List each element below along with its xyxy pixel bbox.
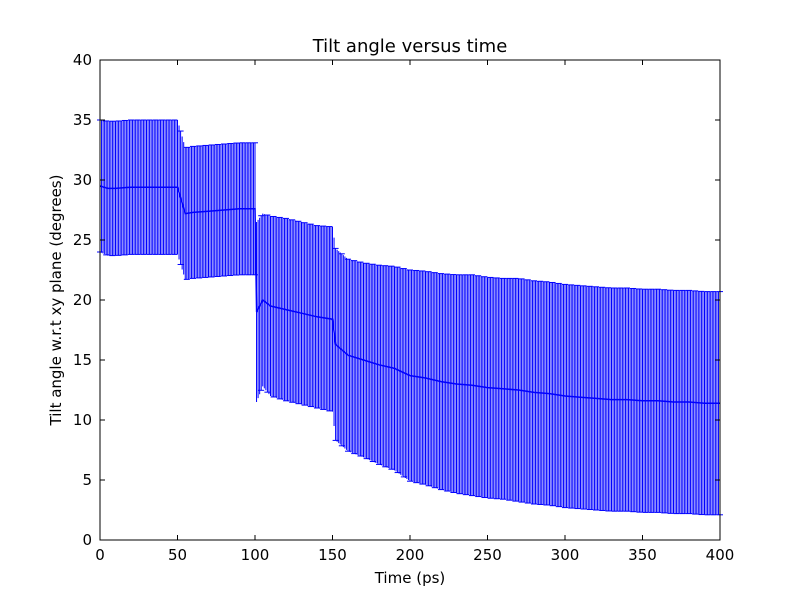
y-tick-label: 5 bbox=[82, 471, 92, 489]
y-tick-label: 35 bbox=[73, 111, 92, 129]
series-0 bbox=[97, 119, 723, 516]
y-tick-label: 40 bbox=[73, 51, 92, 69]
x-tick-label: 400 bbox=[706, 546, 735, 564]
y-tick-label: 20 bbox=[73, 291, 92, 309]
x-tick-label: 250 bbox=[473, 546, 502, 564]
series-line bbox=[99, 185, 720, 404]
ticks-layer: 0 50 100 150 200 250 300 350 400 0 5 10 15 20 25 30 35 40 bbox=[73, 51, 734, 564]
y-tick-label: 0 bbox=[82, 531, 92, 549]
x-tick-label: 50 bbox=[168, 546, 187, 564]
y-tick-label: 10 bbox=[73, 411, 92, 429]
x-tick-label: 350 bbox=[628, 546, 657, 564]
y-tick-label: 15 bbox=[73, 351, 92, 369]
x-tick-label: 150 bbox=[318, 546, 347, 564]
x-tick-label: 200 bbox=[396, 546, 425, 564]
x-tick-label: 0 bbox=[95, 546, 105, 564]
chart-title: Tilt angle versus time bbox=[312, 36, 508, 57]
y-tick-label: 30 bbox=[73, 171, 92, 189]
x-axis-label: Time (ps) bbox=[374, 569, 446, 587]
x-tick-label: 100 bbox=[241, 546, 270, 564]
series-layer bbox=[97, 119, 723, 516]
y-axis-label: Tilt angle w.r.t xy plane (degrees) bbox=[47, 175, 65, 427]
y-tick-label: 25 bbox=[73, 231, 92, 249]
x-tick-label: 300 bbox=[551, 546, 580, 564]
